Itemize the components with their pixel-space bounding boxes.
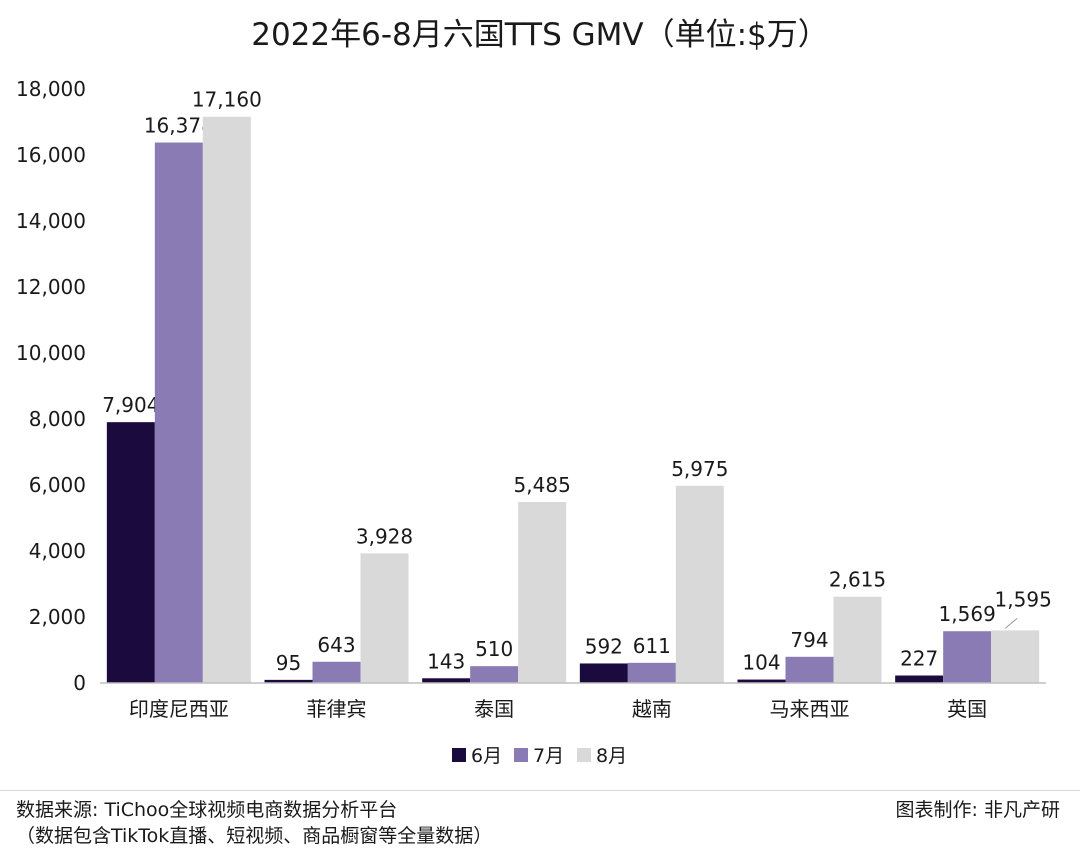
x-tick-label: 泰国 — [474, 697, 514, 721]
bar — [312, 661, 361, 683]
bar — [737, 679, 786, 683]
bar — [943, 631, 992, 683]
data-source: 数据来源: TiChoo全球视频电商数据分析平台 （数据包含TikTok直播、短… — [16, 797, 492, 849]
data-label: 17,160 — [192, 88, 262, 112]
bar — [154, 142, 203, 683]
legend-label: 8月 — [596, 745, 627, 767]
x-tick-label: 菲律宾 — [307, 697, 367, 721]
data-label: 5,975 — [671, 457, 728, 481]
data-label: 2,615 — [829, 568, 886, 592]
bar — [579, 663, 628, 683]
legend-label: 7月 — [533, 745, 564, 767]
data-label: 5,485 — [514, 473, 571, 497]
x-tick-label: 印度尼西亚 — [129, 697, 229, 721]
footer: 数据来源: TiChoo全球视频电商数据分析平台 （数据包含TikTok直播、短… — [0, 790, 1080, 857]
bar — [264, 679, 313, 683]
data-label: 143 — [427, 649, 465, 673]
data-source-line-2: （数据包含TikTok直播、短视频、商品橱窗等全量数据） — [16, 825, 493, 847]
data-label: 1,595 — [995, 587, 1052, 611]
bar — [202, 116, 251, 684]
x-tick-label: 马来西亚 — [770, 697, 850, 721]
data-label: 16,378 — [144, 114, 214, 138]
data-label: 1,569 — [939, 602, 996, 626]
bar — [106, 422, 155, 683]
y-tick-label: 0 — [73, 671, 86, 695]
data-label: 611 — [633, 634, 671, 658]
data-label: 592 — [585, 634, 623, 658]
data-label: 510 — [475, 637, 513, 661]
x-tick-label: 越南 — [632, 697, 672, 721]
bar — [627, 662, 676, 683]
bar — [470, 666, 519, 683]
data-label: 643 — [317, 633, 355, 657]
y-tick-label: 16,000 — [16, 143, 86, 167]
bar — [895, 675, 944, 683]
x-tick-label: 英国 — [947, 697, 987, 721]
legend-swatch — [514, 748, 528, 762]
data-label: 95 — [276, 651, 301, 675]
bar — [422, 678, 471, 683]
data-label-leader — [1004, 617, 1018, 629]
data-label: 104 — [742, 651, 780, 675]
chart-title: 2022年6-8月六国TTS GMV（单位:$万） — [251, 17, 829, 53]
bar — [518, 501, 567, 683]
data-label: 3,928 — [356, 524, 413, 548]
y-tick-label: 10,000 — [16, 341, 86, 365]
chart: 2022年6-8月六国TTS GMV（单位:$万） 0 2,000 4,000 6,00… — [16, 17, 1052, 767]
y-tick-label: 14,000 — [16, 209, 86, 233]
y-tick-label: 8,000 — [29, 407, 86, 431]
bar — [785, 656, 834, 683]
legend-swatch — [452, 748, 466, 762]
bar — [360, 553, 409, 683]
bar — [833, 596, 882, 683]
y-tick-label: 18,000 — [16, 77, 86, 101]
bar — [675, 485, 724, 683]
data-label: 794 — [790, 628, 828, 652]
data-label: 7,904 — [102, 393, 159, 417]
chart-maker: 图表制作: 非凡产研 — [895, 799, 1060, 821]
legend-label: 6月 — [471, 745, 502, 767]
y-tick-label: 6,000 — [29, 473, 86, 497]
y-tick-label: 2,000 — [29, 605, 86, 629]
legend-swatch — [577, 748, 591, 762]
y-tick-label: 4,000 — [29, 539, 86, 563]
data-source-line-1: 数据来源: TiChoo全球视频电商数据分析平台 — [16, 799, 398, 821]
data-label: 227 — [900, 647, 938, 671]
y-tick-label: 12,000 — [16, 275, 86, 299]
bar — [991, 630, 1040, 683]
